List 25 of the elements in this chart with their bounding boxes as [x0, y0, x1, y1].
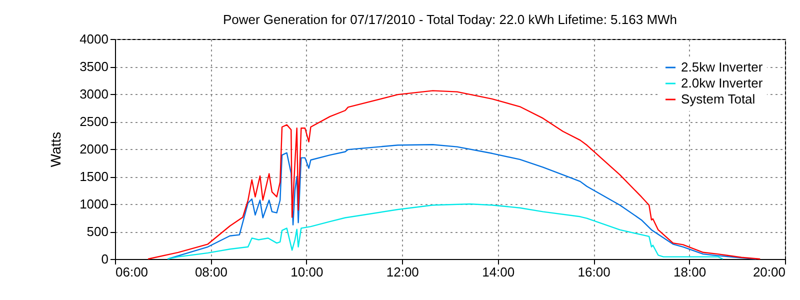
x-tick-label: 08:00	[194, 264, 228, 280]
legend-label: System Total	[681, 92, 756, 106]
line-series	[167, 144, 757, 260]
chart-title: Power Generation for 07/17/2010 - Total Today: 22.0 kWh Lifetime: 5.163 MWh	[222, 12, 678, 27]
y-tick-label: 2500	[80, 114, 108, 129]
x-tick-label: 10:00	[290, 264, 324, 280]
x-tick-label: 18:00	[674, 264, 706, 280]
y-tick-label: 500	[86, 224, 108, 239]
y-tick-label: 3000	[80, 86, 108, 102]
line-series	[167, 203, 724, 260]
x-tick-label: 12:00	[386, 264, 419, 280]
legend-label: 2.0kw Inverter	[681, 76, 764, 90]
x-tick-label: 16:00	[578, 264, 610, 280]
y-tick-label: 4000	[80, 32, 108, 46]
x-tick-label: 20:00	[752, 264, 786, 280]
x-tick-label: 06:00	[116, 264, 148, 280]
y-tick-label: 1500	[80, 169, 108, 184]
y-tick-label: 3500	[80, 59, 108, 74]
y-tick-label: 2000	[80, 142, 108, 156]
line-series	[147, 90, 761, 260]
y-tick-label: 1000	[80, 196, 108, 212]
y-axis-title: Watts	[48, 132, 64, 168]
x-tick-label: 14:00	[482, 264, 515, 280]
y-tick-label: 0	[101, 252, 108, 266]
legend-label: 2.5kw Inverter	[681, 60, 764, 74]
